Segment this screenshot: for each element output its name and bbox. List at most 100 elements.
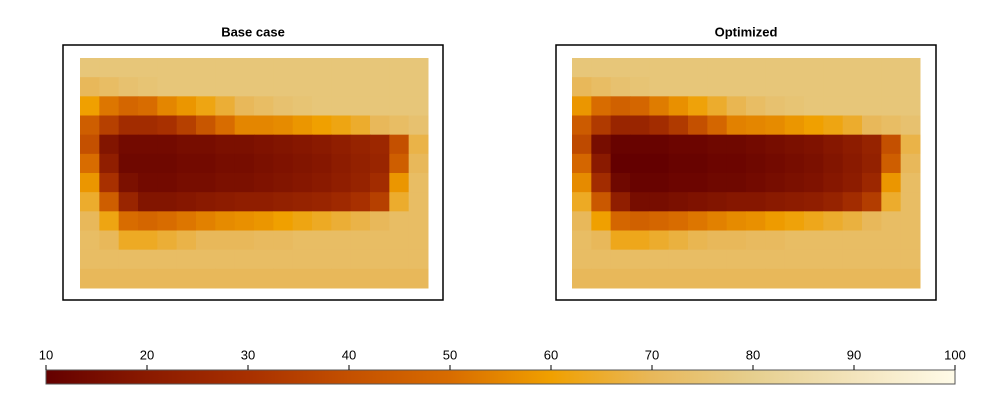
heatmap-cell	[804, 211, 824, 231]
heatmap-cell	[610, 173, 631, 193]
heatmap-cell	[842, 173, 863, 193]
heatmap-cell	[668, 58, 689, 78]
heatmap-cell	[842, 230, 863, 251]
heatmap-cell	[312, 77, 332, 97]
heatmap-cell	[765, 230, 786, 251]
heatmap-cell	[215, 249, 236, 270]
heatmap-cell	[726, 115, 747, 136]
heatmap-cell	[649, 96, 670, 116]
heatmap-cell	[215, 173, 236, 193]
heatmap-cell	[118, 115, 139, 136]
heatmap-cell	[408, 115, 429, 136]
heatmap-cell	[823, 173, 844, 193]
heatmap-cell	[176, 249, 197, 270]
heatmap-cell	[862, 77, 882, 97]
heatmap-cell	[823, 249, 844, 270]
heatmap-cell	[610, 115, 631, 136]
heatmap-cell	[881, 249, 902, 270]
heatmap-cell	[572, 249, 592, 270]
heatmap-cell	[862, 96, 882, 116]
colorbar-tick-label: 50	[443, 347, 457, 362]
heatmap-cell	[900, 249, 921, 270]
heatmap-cell	[254, 96, 274, 116]
heatmap-cell	[707, 268, 728, 289]
heatmap-cell	[707, 173, 728, 193]
heatmap-cell	[292, 58, 313, 78]
heatmap-cell	[688, 58, 708, 78]
heatmap-cell	[215, 192, 236, 212]
heatmap-cell	[292, 77, 313, 97]
heatmap-cell	[765, 77, 786, 97]
heatmap-cell	[234, 192, 255, 212]
heatmap-cell	[350, 249, 371, 270]
heatmap-cell	[726, 268, 747, 289]
heatmap-cell	[572, 134, 592, 155]
heatmap-cell	[746, 134, 766, 155]
heatmap-cell	[688, 192, 708, 212]
heatmap-cell	[746, 211, 766, 231]
heatmap-cell	[630, 230, 650, 251]
heatmap-cell	[350, 230, 371, 251]
heatmap-cell	[823, 115, 844, 136]
heatmap-cell	[707, 134, 728, 155]
heatmap-cell	[804, 230, 824, 251]
heatmap-cell	[215, 115, 236, 136]
heatmap-cell	[157, 77, 178, 97]
heatmap-cell	[726, 96, 747, 116]
heatmap-cell	[99, 268, 120, 289]
heatmap-cell	[784, 134, 805, 155]
heatmap-cell	[707, 77, 728, 97]
heatmap-cell	[215, 77, 236, 97]
heatmap-cell	[408, 77, 429, 97]
heatmap-cell	[176, 115, 197, 136]
heatmap-cell	[862, 211, 882, 231]
heatmap-cell	[331, 249, 352, 270]
colorbar-tick-label: 70	[645, 347, 659, 362]
heatmap-cell	[668, 96, 689, 116]
heatmap-cell	[350, 58, 371, 78]
panel-title: Optimized	[715, 24, 778, 39]
heatmap-cell	[784, 249, 805, 270]
heatmap-cell	[726, 230, 747, 251]
heatmap-cell	[649, 268, 670, 289]
heatmap-cell	[234, 211, 255, 231]
heatmap-cell	[370, 58, 390, 78]
heatmap-cell	[196, 134, 216, 155]
heatmap-cell	[408, 58, 429, 78]
heatmap-cell	[746, 77, 766, 97]
heatmap-cell	[176, 153, 197, 174]
heatmap-cell	[254, 134, 274, 155]
heatmap-cell	[649, 134, 670, 155]
heatmap-cell	[273, 211, 294, 231]
heatmap-cell	[591, 211, 612, 231]
heatmap-cell	[881, 173, 902, 193]
heatmap-cell	[746, 192, 766, 212]
colorbar-tick-label: 20	[140, 347, 154, 362]
heatmap-cell	[726, 58, 747, 78]
heatmap-cell	[80, 115, 100, 136]
heatmap-cell	[707, 96, 728, 116]
heatmap-cell	[234, 153, 255, 174]
colorbar-tick-label: 80	[746, 347, 760, 362]
heatmap-cell	[408, 192, 429, 212]
heatmap-cell	[350, 115, 371, 136]
heatmap-cell	[649, 173, 670, 193]
heatmap-cell	[726, 249, 747, 270]
heatmap-cell	[726, 192, 747, 212]
heatmap-cell	[765, 115, 786, 136]
heatmap-cell	[138, 115, 158, 136]
heatmap-cell	[389, 77, 410, 97]
heatmap-cell	[99, 58, 120, 78]
heatmap-cell	[591, 77, 612, 97]
heatmap-cell	[591, 58, 612, 78]
heatmap-cell	[389, 192, 410, 212]
heatmap-cell	[196, 96, 216, 116]
heatmap-cell	[900, 96, 921, 116]
heatmap-cell	[804, 173, 824, 193]
heatmap-cell	[842, 58, 863, 78]
heatmap-cell	[688, 153, 708, 174]
heatmap-cell	[196, 211, 216, 231]
heatmap-cell	[746, 173, 766, 193]
heatmap-cell	[292, 268, 313, 289]
